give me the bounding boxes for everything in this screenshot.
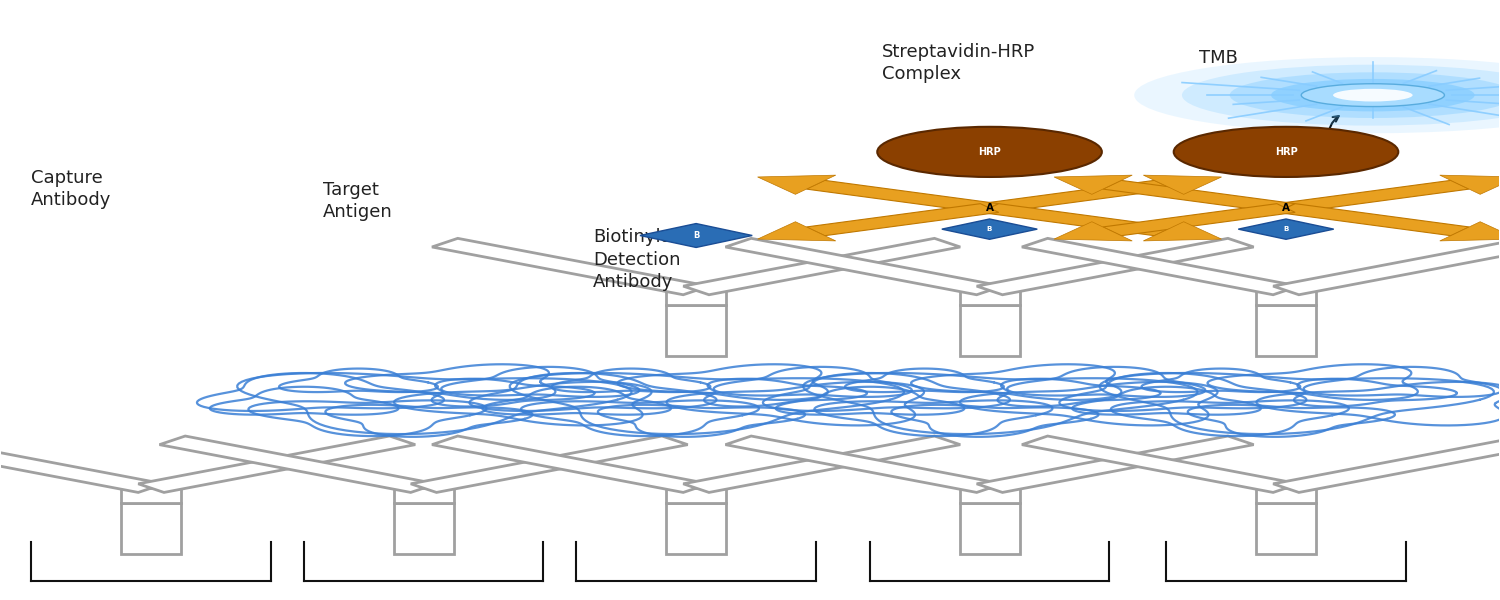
- FancyBboxPatch shape: [666, 488, 726, 503]
- Polygon shape: [1022, 436, 1299, 493]
- FancyBboxPatch shape: [122, 488, 182, 503]
- Ellipse shape: [1134, 57, 1500, 133]
- Polygon shape: [981, 181, 1173, 212]
- Ellipse shape: [1182, 65, 1500, 125]
- Polygon shape: [1143, 222, 1221, 241]
- Polygon shape: [1102, 203, 1294, 236]
- Text: A: A: [1282, 203, 1290, 213]
- Polygon shape: [1022, 238, 1299, 295]
- FancyBboxPatch shape: [666, 503, 726, 554]
- Polygon shape: [1440, 222, 1500, 241]
- Text: Capture
Antibody: Capture Antibody: [32, 169, 111, 209]
- FancyBboxPatch shape: [960, 488, 1020, 503]
- Polygon shape: [976, 436, 1254, 493]
- Polygon shape: [0, 436, 164, 493]
- FancyBboxPatch shape: [1256, 290, 1316, 305]
- Polygon shape: [1054, 222, 1132, 241]
- Polygon shape: [758, 222, 836, 241]
- Polygon shape: [1276, 203, 1468, 236]
- Polygon shape: [1274, 238, 1500, 295]
- Polygon shape: [981, 203, 1173, 236]
- Polygon shape: [432, 238, 710, 295]
- FancyBboxPatch shape: [960, 290, 1020, 305]
- FancyBboxPatch shape: [1256, 488, 1316, 503]
- Text: B: B: [987, 226, 992, 232]
- Polygon shape: [1239, 219, 1334, 239]
- FancyBboxPatch shape: [666, 290, 726, 305]
- FancyBboxPatch shape: [1256, 305, 1316, 356]
- Ellipse shape: [1334, 89, 1413, 101]
- Ellipse shape: [1302, 84, 1444, 107]
- Ellipse shape: [1230, 73, 1500, 118]
- Polygon shape: [1143, 175, 1221, 194]
- Ellipse shape: [878, 127, 1102, 177]
- Polygon shape: [726, 436, 1002, 493]
- Ellipse shape: [1173, 127, 1398, 177]
- Polygon shape: [726, 238, 1002, 295]
- Polygon shape: [411, 436, 688, 493]
- Polygon shape: [976, 238, 1254, 295]
- Text: Biotinylated
Detection
Antibody: Biotinylated Detection Antibody: [592, 229, 700, 291]
- Text: B: B: [1284, 226, 1288, 232]
- Polygon shape: [1440, 175, 1500, 194]
- Text: Streptavidin-HRP
Complex: Streptavidin-HRP Complex: [882, 43, 1035, 83]
- FancyBboxPatch shape: [393, 503, 453, 554]
- Ellipse shape: [1270, 79, 1474, 112]
- Text: B: B: [693, 231, 699, 240]
- Text: HRP: HRP: [978, 147, 1000, 157]
- FancyBboxPatch shape: [666, 305, 726, 356]
- Text: A: A: [986, 203, 993, 213]
- Polygon shape: [640, 224, 752, 247]
- Polygon shape: [1274, 436, 1500, 493]
- Polygon shape: [1102, 181, 1294, 212]
- Polygon shape: [138, 436, 416, 493]
- Polygon shape: [1054, 175, 1132, 194]
- Text: HRP: HRP: [1275, 147, 1298, 157]
- Polygon shape: [159, 436, 436, 493]
- Polygon shape: [942, 219, 1038, 239]
- FancyBboxPatch shape: [960, 503, 1020, 554]
- Polygon shape: [807, 203, 999, 236]
- FancyBboxPatch shape: [393, 488, 453, 503]
- Text: TMB: TMB: [1198, 49, 1237, 67]
- Text: Target
Antigen: Target Antigen: [324, 181, 393, 221]
- Polygon shape: [432, 436, 710, 493]
- Polygon shape: [682, 436, 960, 493]
- Polygon shape: [807, 181, 999, 212]
- Polygon shape: [682, 238, 960, 295]
- FancyBboxPatch shape: [122, 503, 182, 554]
- FancyBboxPatch shape: [960, 305, 1020, 356]
- FancyBboxPatch shape: [1256, 503, 1316, 554]
- Polygon shape: [1276, 181, 1468, 212]
- Polygon shape: [758, 175, 836, 194]
